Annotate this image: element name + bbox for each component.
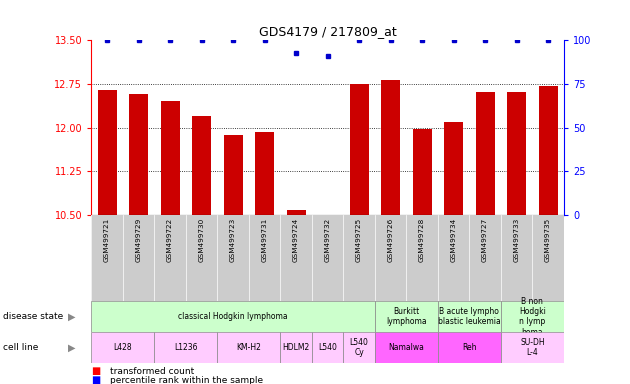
Text: Namalwa: Namalwa: [389, 343, 424, 352]
Text: L428: L428: [113, 343, 132, 352]
Text: GSM499731: GSM499731: [261, 218, 268, 262]
Bar: [91, 301, 375, 332]
Text: classical Hodgkin lymphoma: classical Hodgkin lymphoma: [178, 312, 288, 321]
Text: GSM499722: GSM499722: [167, 218, 173, 262]
Text: B acute lympho
blastic leukemia: B acute lympho blastic leukemia: [438, 307, 501, 326]
Bar: [375, 301, 438, 332]
Bar: [217, 332, 280, 363]
Bar: [381, 80, 400, 215]
Bar: [539, 86, 558, 215]
Text: cell line: cell line: [3, 343, 38, 352]
Bar: [255, 132, 274, 215]
Bar: [444, 122, 463, 215]
Text: L540
Cy: L540 Cy: [350, 338, 369, 357]
Bar: [287, 210, 306, 215]
Bar: [343, 332, 375, 363]
Text: GSM499734: GSM499734: [450, 218, 457, 262]
Text: transformed count: transformed count: [110, 367, 195, 376]
Text: GSM499724: GSM499724: [293, 218, 299, 262]
Text: ■: ■: [91, 366, 101, 376]
Bar: [501, 332, 564, 363]
Text: GSM499725: GSM499725: [356, 218, 362, 262]
Text: ■: ■: [91, 375, 101, 384]
Bar: [501, 301, 564, 332]
Text: GSM499729: GSM499729: [135, 218, 142, 262]
Text: disease state: disease state: [3, 312, 64, 321]
Text: GSM499728: GSM499728: [419, 218, 425, 262]
Text: SU-DH
L-4: SU-DH L-4: [520, 338, 545, 357]
Title: GDS4179 / 217809_at: GDS4179 / 217809_at: [259, 25, 396, 38]
Bar: [280, 332, 312, 363]
Text: L540: L540: [318, 343, 337, 352]
Bar: [91, 332, 154, 363]
Bar: [438, 332, 501, 363]
Text: HDLM2: HDLM2: [282, 343, 310, 352]
Text: percentile rank within the sample: percentile rank within the sample: [110, 376, 263, 384]
Text: B non
Hodgki
n lymp
homa: B non Hodgki n lymp homa: [519, 297, 546, 337]
Text: ▶: ▶: [68, 312, 76, 322]
Bar: [350, 84, 369, 215]
Text: GSM499730: GSM499730: [198, 218, 205, 262]
Bar: [507, 91, 526, 215]
Bar: [98, 90, 117, 215]
Text: ▶: ▶: [68, 343, 76, 353]
Bar: [192, 116, 211, 215]
Bar: [154, 332, 217, 363]
Text: L1236: L1236: [174, 343, 198, 352]
Text: KM-H2: KM-H2: [236, 343, 261, 352]
Text: GSM499723: GSM499723: [230, 218, 236, 262]
Text: GSM499735: GSM499735: [545, 218, 551, 262]
Text: GSM499732: GSM499732: [324, 218, 331, 262]
Bar: [413, 129, 432, 215]
Bar: [312, 332, 343, 363]
Text: GSM499726: GSM499726: [387, 218, 394, 262]
Bar: [161, 101, 180, 215]
Bar: [375, 332, 438, 363]
Text: GSM499721: GSM499721: [104, 218, 110, 262]
Bar: [438, 301, 501, 332]
Text: Burkitt
lymphoma: Burkitt lymphoma: [386, 307, 427, 326]
Bar: [476, 91, 495, 215]
Text: GSM499727: GSM499727: [482, 218, 488, 262]
Text: Reh: Reh: [462, 343, 477, 352]
Text: GSM499733: GSM499733: [513, 218, 520, 262]
Bar: [224, 135, 243, 215]
Bar: [129, 94, 148, 215]
